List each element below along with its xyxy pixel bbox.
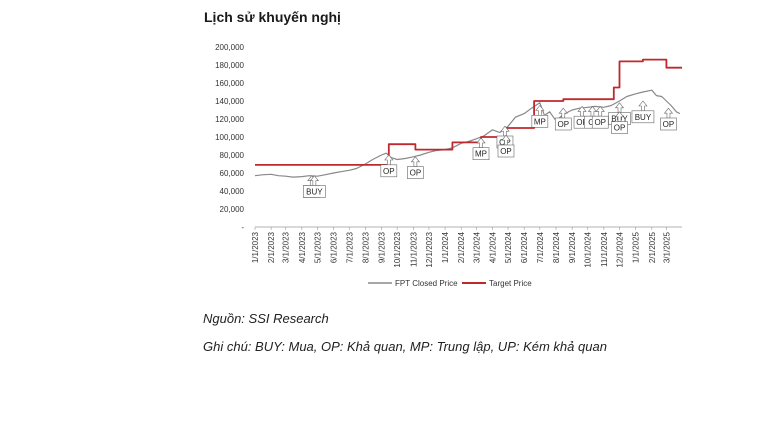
callout-arrow [587,105,598,117]
x-axis: 1/1/2023 2/1/2023 3/1/2023 4/1/2023 5/1/2023… [251,226,682,268]
annotation-callout: BUY [631,100,655,124]
callout-box [631,110,655,124]
annotation-callout: OP [380,154,398,178]
x-tick-label: 11/1/2023 [409,231,418,267]
target-price-line [255,58,682,166]
callout-arrow [476,137,486,148]
x-tick-label: 1/1/2025 [632,231,641,263]
x-tick-label: 2/1/2024 [457,231,466,263]
x-tick-label: 1/1/2023 [251,231,260,263]
x-tick-label: 3/1/2025 [662,231,671,263]
callout-label: MP [534,117,546,126]
callout-box [497,144,515,158]
annotation-callout: OP [554,107,572,131]
closed-price-line [254,89,681,178]
x-tick-label: 6/1/2023 [330,231,339,263]
callout-label: OP [576,118,588,127]
callout-label: OP [557,120,569,129]
callout-label: OP [614,124,626,133]
y-tick-label: 120,000 [215,115,244,124]
callout-label: OP [594,118,606,127]
x-tick-label: 8/1/2023 [361,231,370,263]
callout-box [407,166,424,179]
x-tick-label: 12/1/2024 [616,231,625,267]
callout-label: MP [475,150,487,159]
callout-arrow [595,105,605,117]
annotation-callout: MP [531,105,549,128]
callout-arrow [638,100,648,112]
annotation-callout: OP [660,107,677,131]
callout-box [660,117,677,131]
y-tick-label: 160,000 [215,79,244,88]
annotation-group: BBUYOPOPMPOPOPMPOPOPOIOPBUYOPBUYOP [303,100,677,198]
annotation-callout: BUY [303,175,326,198]
series-group [254,58,682,178]
x-tick-label: 9/1/2024 [568,231,577,263]
callout-box [611,121,628,134]
x-tick-label: 9/1/2023 [378,231,387,263]
x-tick-label: 2/1/2023 [267,231,276,263]
callout-arrow [410,156,421,167]
callout-label: OP [500,147,512,156]
y-tick-label: 80,000 [220,151,245,160]
callout-label: OP [410,169,422,178]
x-tick-label: 1/1/2024 [441,231,450,263]
x-tick-label: 11/1/2024 [600,231,609,267]
callout-arrow [614,102,625,113]
y-tick-label: 20,000 [220,205,245,214]
x-tick-label: 12/1/2023 [425,231,434,267]
legend: FPT Closed Price Target Price [368,279,532,288]
x-tick-label: 3/1/2023 [282,231,291,263]
legend-label: FPT Closed Price [395,279,458,288]
price-chart: 200,000 180,000 160,000 140,000 120,000 100,0… [215,43,682,288]
y-tick-label: 200,000 [215,43,244,52]
callout-arrow [535,105,545,116]
x-tick-label: 5/1/2023 [313,231,322,263]
callout-box [531,115,549,128]
callout-label: OP [663,120,675,129]
callout-box [380,164,398,178]
x-tick-label: 4/1/2024 [488,231,497,263]
x-tick-label: 7/1/2023 [345,231,354,263]
callout-box [554,117,572,131]
y-tick-label: - [241,223,244,232]
annotation-callout: MP [472,137,490,160]
y-tick-label: 60,000 [220,169,245,178]
x-tick-label: 10/1/2024 [584,231,593,267]
annotation-callout: OP [407,156,424,179]
annotation-callout: OP [497,134,515,158]
callout-arrow [384,154,394,166]
y-tick-label: 180,000 [215,61,244,70]
y-tick-label: 140,000 [215,97,244,106]
y-tick-label: 100,000 [215,133,244,142]
callout-label: BUY [635,113,652,122]
x-tick-label: 5/1/2024 [504,231,513,263]
chart-title: Lịch sử khuyến nghị [204,9,341,25]
x-tick-label: 3/1/2024 [472,231,481,263]
callout-label: OP [383,167,395,176]
x-tick-label: 8/1/2024 [552,231,561,263]
callout-box [303,185,326,198]
x-tick-label: 2/1/2025 [648,231,657,263]
annotation-callout: OP [611,111,628,134]
callout-label: BUY [306,188,323,197]
x-tick-label: 7/1/2024 [536,231,545,263]
x-tick-label: 4/1/2023 [298,231,307,263]
callout-arrow [663,107,674,119]
y-tick-label: 40,000 [220,187,245,196]
x-tick-label: 6/1/2024 [520,231,529,263]
y-axis: 200,000 180,000 160,000 140,000 120,000 100,0… [215,43,244,232]
x-tick-label: 10/1/2023 [393,231,402,267]
legend-label: Target Price [489,279,532,288]
callout-box [472,147,490,160]
legend-note: Ghi chú: BUY: Mua, OP: Khả quan, MP: Tru… [203,339,607,354]
source-note: Nguồn: SSI Research [203,311,329,326]
